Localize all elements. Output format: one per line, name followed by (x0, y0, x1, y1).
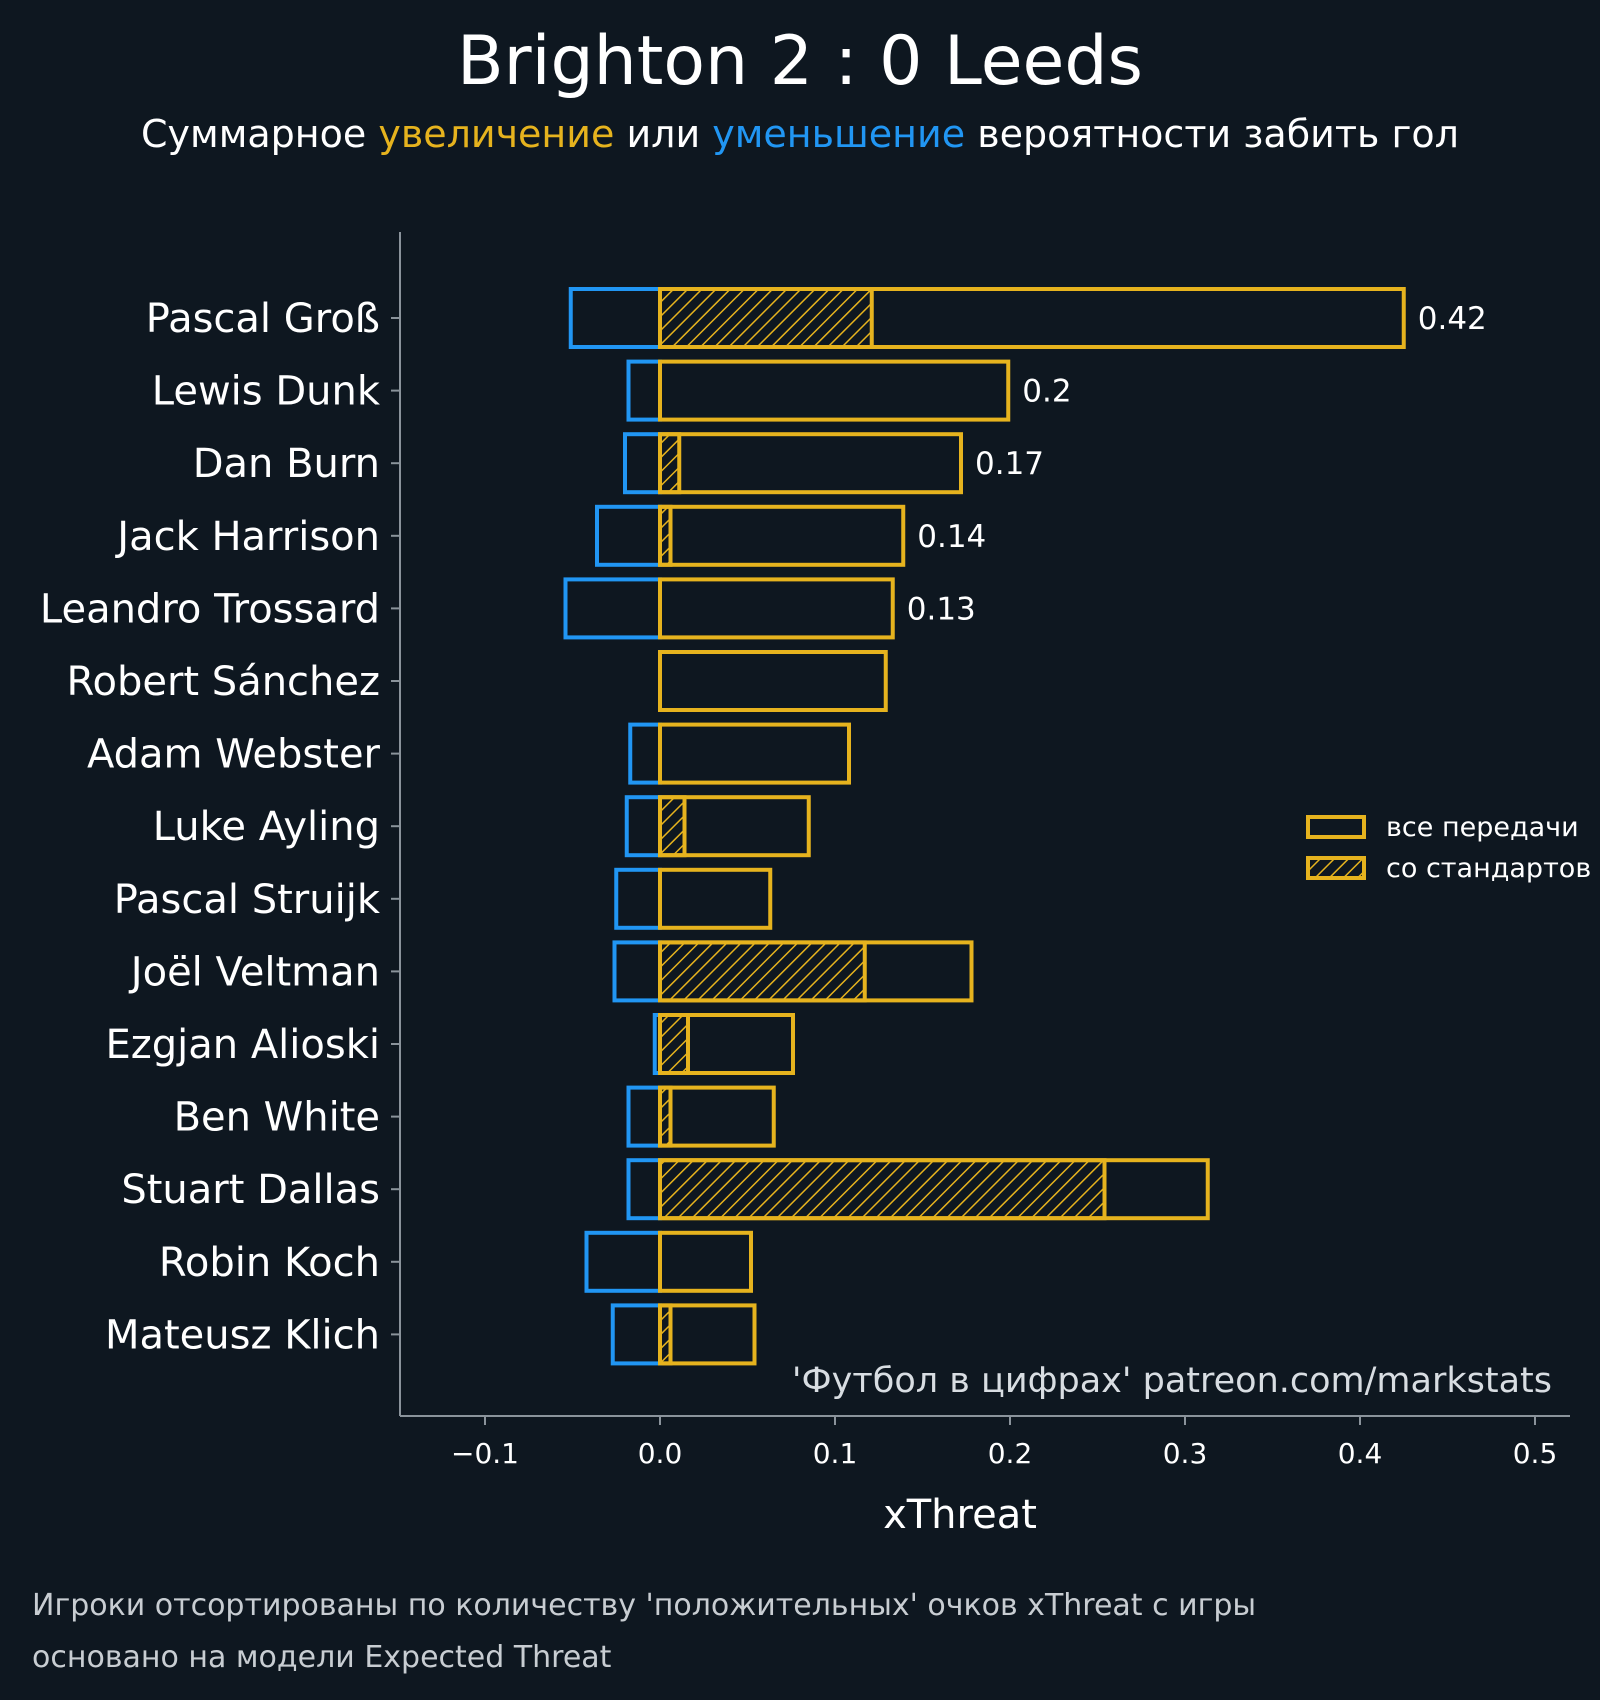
negative-bar (626, 359, 662, 422)
subtitle-middle: или (626, 112, 701, 156)
negative-bar (628, 722, 662, 785)
value-label: 0.13 (907, 591, 976, 627)
footnote-line-1: Игроки отсортированы по количеству 'поло… (32, 1588, 1257, 1623)
player-label: Stuart Dallas (121, 1167, 380, 1213)
legend-label-all-passes: все передачи (1386, 812, 1579, 843)
value-label: 0.42 (1418, 301, 1487, 337)
positive-bar (658, 940, 974, 1003)
positive-bar (658, 432, 963, 495)
positive-bar (658, 1013, 795, 1075)
positive-bar (658, 1230, 753, 1293)
set-piece-bar (658, 795, 687, 858)
x-tick-label: 0.5 (1513, 1437, 1558, 1470)
set-piece-bar (658, 940, 867, 1003)
set-piece-bar (658, 1158, 1107, 1221)
negative-bar (568, 287, 662, 349)
negative-bar (612, 940, 662, 1003)
positive-bar (658, 287, 1406, 349)
player-label: Joël Veltman (128, 949, 380, 995)
player-label: Leandro Trossard (40, 586, 380, 632)
player-label: Pascal Groß (146, 296, 380, 342)
negative-bar (626, 1158, 662, 1221)
player-label: Dan Burn (193, 441, 380, 487)
set-piece-bar (658, 287, 874, 349)
positive-bar (658, 1085, 776, 1148)
positive-bar (658, 1303, 757, 1366)
player-label: Robin Koch (159, 1240, 380, 1286)
x-axis-label: xThreat (883, 1492, 1037, 1538)
positive-bar (658, 577, 895, 640)
legend-swatch-all-passes (1306, 815, 1366, 839)
set-piece-bar (658, 1013, 690, 1075)
legend-swatch-set-pieces (1306, 856, 1366, 880)
positive-bar (658, 722, 851, 785)
negative-bar (614, 867, 662, 930)
negative-bar (584, 1230, 662, 1293)
negative-bar (624, 795, 662, 858)
player-label: Lewis Dunk (152, 369, 381, 415)
set-piece-bar (658, 432, 682, 495)
positive-bar (658, 867, 773, 930)
player-label: Pascal Struijk (114, 877, 381, 923)
negative-bar (626, 1085, 662, 1148)
x-tick-label: 0.4 (1338, 1437, 1383, 1470)
subtitle-suffix: вероятности забить гол (977, 112, 1459, 156)
player-label: Adam Webster (87, 732, 381, 778)
value-label: 0.17 (975, 446, 1044, 482)
player-label: Ezgjan Alioski (105, 1022, 380, 1068)
plot-area: −0.1 0.0 0.1 0.2 0.3 0.4 0.5 xThreat Pascal Groß… (40, 232, 1591, 1538)
positive-bar (658, 1158, 1210, 1221)
player-label: Ben White (174, 1095, 380, 1141)
value-label: 0.14 (917, 519, 986, 555)
player-label: Robert Sánchez (66, 659, 380, 705)
legend-label-set-pieces: со стандартов (1386, 853, 1591, 884)
subtitle-increase: увеличение (378, 112, 615, 156)
watermark: 'Футбол в цифрах' patreon.com/markstats (792, 1361, 1552, 1401)
subtitle-decrease: уменьшение (712, 112, 966, 156)
player-label: Luke Ayling (153, 804, 380, 850)
x-tick-label: 0.3 (1163, 1437, 1208, 1470)
x-tick-label: 0.0 (638, 1437, 683, 1470)
positive-bar (658, 650, 888, 712)
chart-subtitle: Суммарное увеличение или уменьшение веро… (0, 112, 1600, 156)
value-label: 0.2 (1022, 374, 1071, 410)
positive-bar (658, 504, 906, 567)
x-tick-label: 0.2 (988, 1437, 1033, 1470)
negative-bar (623, 432, 662, 495)
negative-bar (610, 1303, 662, 1366)
footnote: Игроки отсортированы по количеству 'поло… (32, 1580, 1256, 1684)
chart-title: Brighton 2 : 0 Leeds (457, 22, 1143, 101)
x-tick-label: 0.1 (813, 1437, 858, 1470)
x-tick-label: −0.1 (451, 1437, 519, 1470)
player-label: Jack Harrison (114, 514, 380, 560)
negative-bar (595, 504, 662, 567)
positive-bar (658, 359, 1011, 422)
negative-bar (563, 577, 662, 640)
footnote-line-2: основано на модели Expected Threat (32, 1640, 612, 1675)
positive-bar (658, 795, 811, 858)
subtitle-prefix: Суммарное (141, 112, 367, 156)
player-label: Mateusz Klich (105, 1312, 380, 1358)
